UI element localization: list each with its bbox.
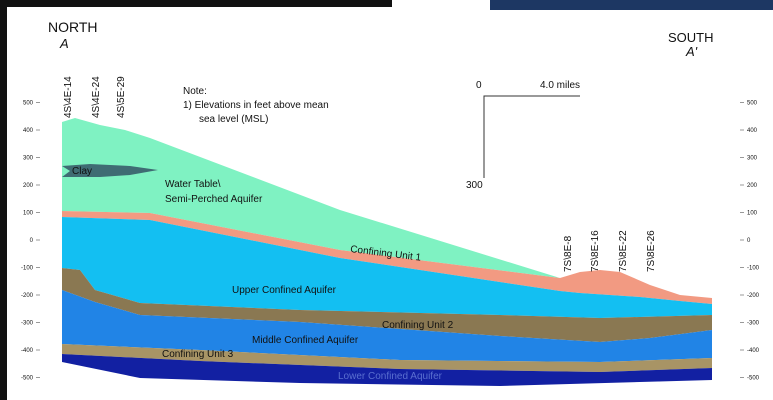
elevation-tick-label: -500 [747, 376, 760, 382]
layer-label: Confining Unit 2 [382, 320, 454, 331]
south-mark: A' [685, 44, 698, 59]
well-label: 7S\8E-8 [563, 235, 574, 272]
elevation-tick-label: -100 [747, 266, 760, 272]
lower-aquifer [62, 354, 712, 386]
layer-label: Middle Confined Aquifer [252, 335, 359, 346]
scale-bar [483, 95, 580, 178]
well-label: 7S\8E-16 [590, 230, 601, 272]
layer-label: Confining Unit 3 [162, 349, 234, 360]
scale-horizontal: 4.0 miles [540, 80, 580, 91]
elevation-tick-label: -400 [747, 348, 760, 354]
elevation-tick-label: 500 [747, 101, 758, 107]
layer-label: Upper Confined Aquifer [232, 285, 337, 296]
confining-unit-2 [62, 268, 712, 342]
frame-banner [490, 0, 773, 10]
upper-aquifer [62, 217, 712, 318]
elevation-tick-label: 0 [747, 238, 751, 244]
elevation-tick-label: 500 [23, 101, 34, 107]
well-label: 4S\4E-14 [63, 76, 74, 118]
elevation-tick-label: -300 [747, 321, 760, 327]
frame-left [0, 0, 7, 400]
elevation-tick-label: -300 [21, 321, 34, 327]
south-label: SOUTH [668, 30, 714, 45]
elevation-tick-label: -500 [21, 376, 34, 382]
elevation-tick-label: -100 [21, 266, 34, 272]
note-title: Note: [183, 86, 207, 97]
confining-unit-1 [62, 211, 712, 304]
elevation-tick-label: -200 [747, 293, 760, 299]
scale-origin: 0 [476, 80, 482, 91]
clay-lens [62, 164, 158, 177]
elevation-tick-label: 100 [23, 211, 34, 217]
elevation-tick-label: 200 [747, 183, 758, 189]
layer-label: Clay [72, 166, 92, 177]
well-label: 4S\5E-29 [116, 76, 127, 118]
elevation-tick-label: 100 [747, 211, 758, 217]
well-label: 7S\8E-26 [646, 230, 657, 272]
frame-top [0, 0, 392, 7]
layer-label: Water Table\ [165, 179, 221, 190]
water-table-layer [62, 118, 560, 278]
north-label: NORTH [48, 19, 98, 35]
elevation-tick-label: 0 [30, 238, 34, 244]
elevation-tick-label: 400 [747, 128, 758, 134]
elevation-tick-label: 300 [747, 156, 758, 162]
well-label: 7S\8E-22 [618, 230, 629, 272]
well-label: 4S\4E-24 [91, 76, 102, 118]
elevation-tick-label: -400 [21, 348, 34, 354]
note-line: sea level (MSL) [199, 114, 268, 125]
elevation-tick-label: 400 [23, 128, 34, 134]
confining-unit-3 [62, 344, 712, 372]
north-mark: A [59, 36, 69, 51]
elevation-tick-label: 300 [23, 156, 34, 162]
note-line: 1) Elevations in feet above mean [183, 100, 329, 111]
elevation-tick-label: 200 [23, 183, 34, 189]
elevation-tick-label: -200 [21, 293, 34, 299]
scale-vertical: 300 [466, 180, 483, 191]
middle-aquifer [62, 290, 712, 362]
layer-label: Semi-Perched Aquifer [165, 194, 263, 205]
layer-label: Lower Confined Aquifer [338, 371, 443, 382]
